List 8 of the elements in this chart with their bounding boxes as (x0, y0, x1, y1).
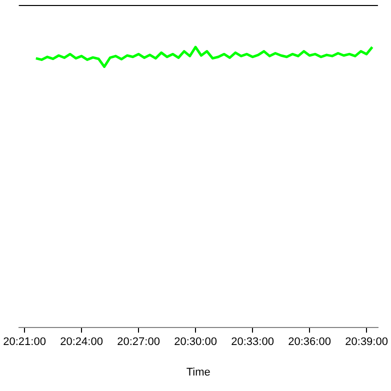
x-tick-label: 20:21:00 (3, 336, 46, 348)
x-tick-label: 20:33:00 (231, 336, 274, 348)
x-axis-title: Time (186, 366, 210, 378)
x-tick-label: 20:36:00 (288, 336, 331, 348)
x-tick-label: 20:27:00 (117, 336, 160, 348)
x-tick-label: 20:39:00 (345, 336, 388, 348)
x-tick-label: 20:30:00 (174, 336, 217, 348)
x-tick-label: 20:24:00 (60, 336, 103, 348)
